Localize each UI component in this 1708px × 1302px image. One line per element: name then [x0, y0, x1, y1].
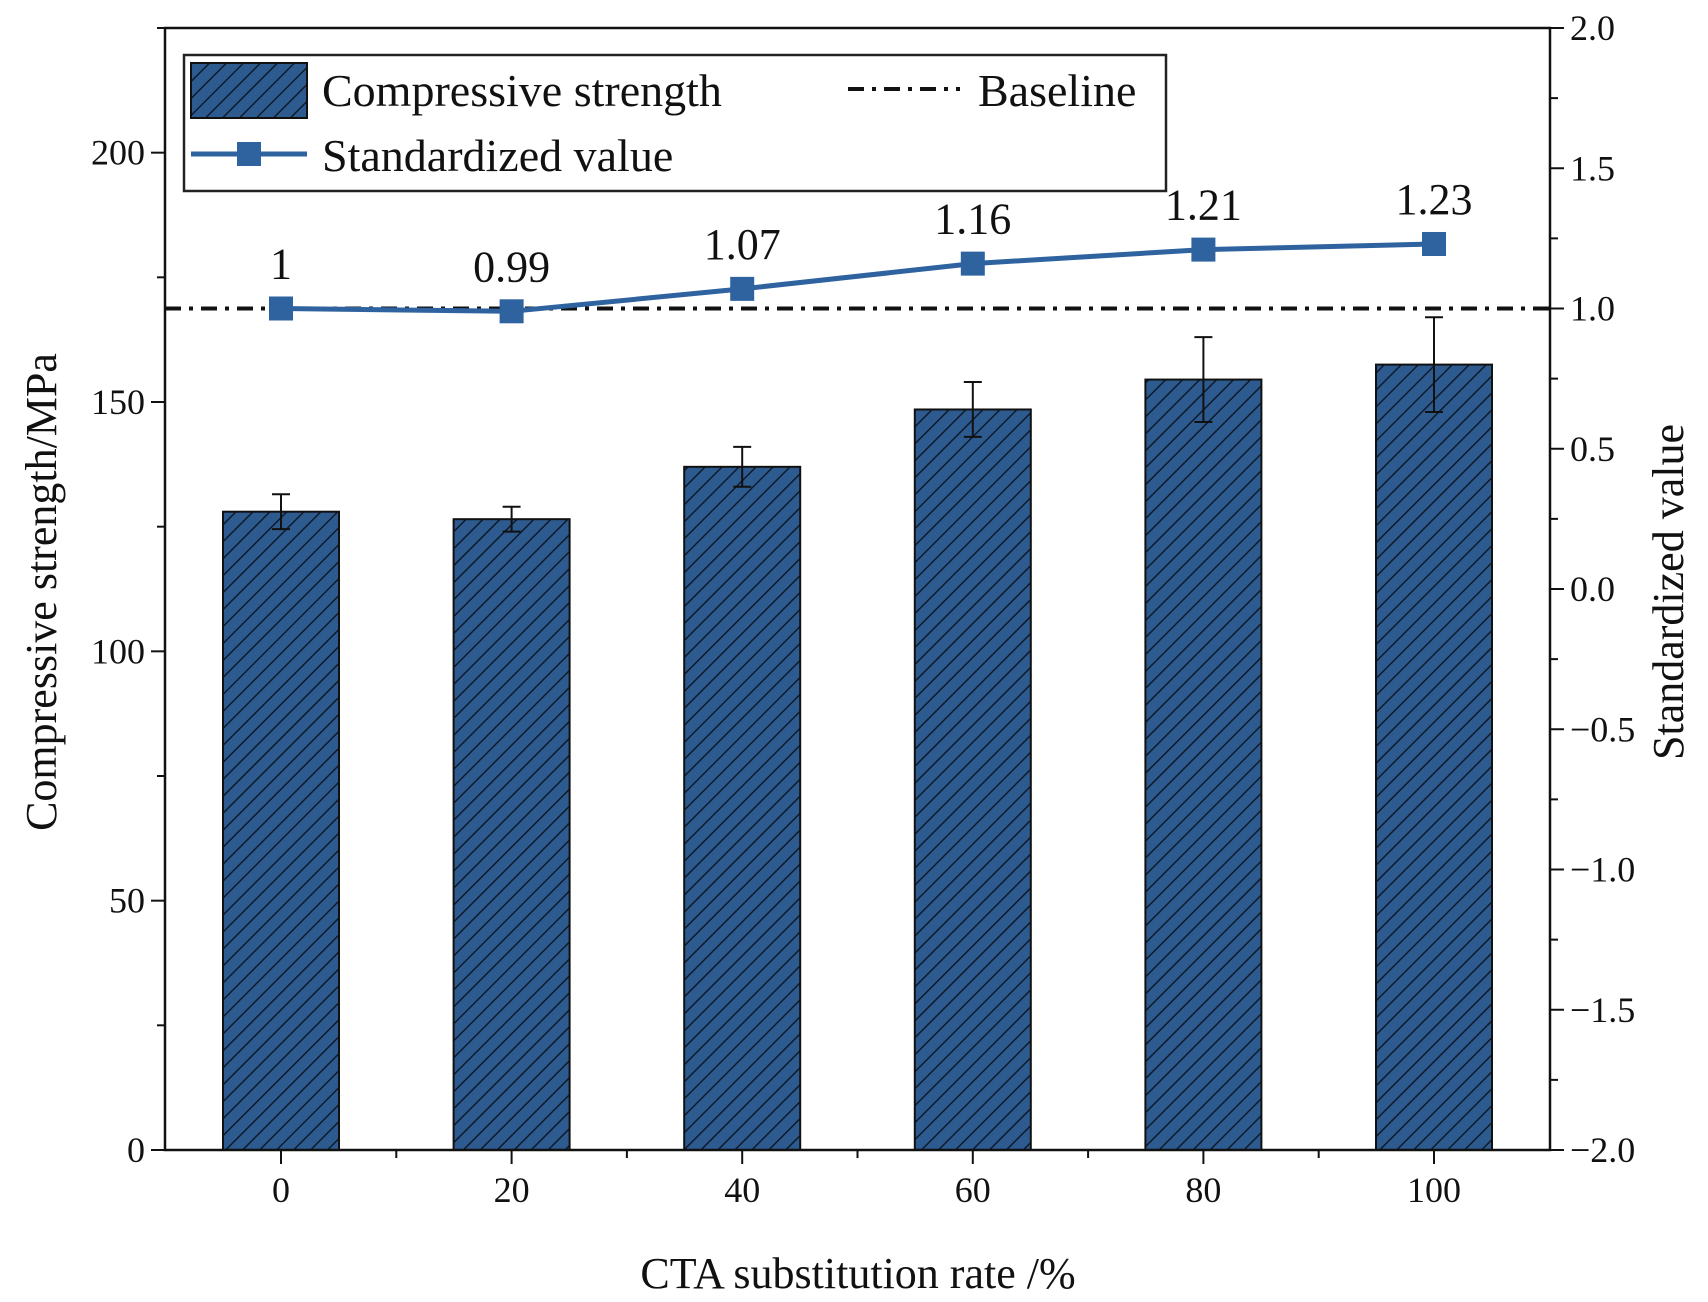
standardized-marker-20: [499, 299, 524, 324]
error-bar-60: [963, 381, 982, 438]
error-bar-40: [733, 445, 752, 488]
bar-20: [452, 518, 571, 1151]
x-tick-label-60: 60: [955, 1170, 991, 1210]
y-right-tick-label-3: −0.5: [1570, 709, 1635, 749]
bar-80: [1144, 378, 1263, 1151]
y-right-tick-label-8: 2.0: [1570, 8, 1615, 48]
axes-layer: 050100150200−2.0−1.5−1.0−0.50.00.51.01.5…: [91, 8, 1635, 1210]
standardized-label-40: 1.07: [704, 220, 781, 269]
y-left-tick-label-150: 150: [91, 382, 145, 422]
bar-0: [222, 510, 340, 1151]
y-axis-left-title: Compressive strength/MPa: [17, 353, 66, 831]
standardized-marker-80: [1191, 237, 1216, 262]
standardized-label-100: 1.23: [1396, 175, 1473, 224]
y-right-tick-label-4: 0.0: [1570, 569, 1615, 609]
standardized-line-layer: 1 0.99 1.07 1.16 1.21 1.23: [269, 175, 1473, 324]
legend-label-baseline: Baseline: [978, 65, 1136, 116]
bar-40: [683, 465, 802, 1151]
y-right-tick-label-1: −1.5: [1570, 990, 1635, 1030]
x-tick-label-0: 0: [272, 1170, 290, 1210]
y-right-tick-label-7: 1.5: [1570, 148, 1615, 188]
standardized-label-60: 1.16: [934, 195, 1011, 244]
error-bar-20: [502, 505, 521, 533]
bar-60: [913, 408, 1032, 1152]
legend-frame: [182, 53, 1168, 193]
x-tick-label-20: 20: [494, 1170, 530, 1210]
standardized-marker-100: [1422, 231, 1446, 256]
x-tick-label-80: 80: [1185, 1170, 1221, 1210]
standardized-label-0: 1: [270, 240, 292, 289]
standardized-marker-0: [269, 296, 293, 321]
y-left-tick-label-0: 0: [127, 1130, 145, 1170]
legend-swatch-compressive-strength: [190, 62, 308, 119]
plot-frame: [163, 26, 1552, 1152]
y-left-tick-label-50: 50: [109, 881, 145, 921]
y-axis-right-title: Standardized value: [1644, 424, 1693, 760]
y-right-tick-label-5: 0.5: [1570, 429, 1615, 469]
legend-swatch-standardized-marker: [237, 142, 261, 166]
bars-layer: [222, 363, 1493, 1152]
y-left-tick-label-100: 100: [91, 631, 145, 671]
legend-label-compressive-strength: Compressive strength: [322, 65, 722, 116]
legend: Compressive strength Baseline Standardiz…: [182, 53, 1168, 193]
y-right-tick-label-0: −2.0: [1570, 1130, 1635, 1170]
error-bar-0: [272, 493, 290, 531]
y-left-tick-label-200: 200: [91, 133, 145, 173]
error-bar-80: [1194, 336, 1213, 423]
x-tick-label-100: 100: [1407, 1170, 1461, 1210]
standardized-marker-60: [960, 251, 985, 276]
standardized-label-80: 1.21: [1165, 181, 1242, 230]
standardized-marker-40: [730, 276, 755, 301]
standardized-value-line: [280, 241, 1435, 314]
error-bar-100: [1425, 316, 1443, 413]
standardized-label-20: 0.99: [473, 242, 550, 291]
error-bars-layer: [272, 316, 1443, 533]
x-tick-label-40: 40: [724, 1170, 760, 1210]
bar-100: [1375, 363, 1493, 1152]
x-axis-title: CTA substitution rate /%: [640, 1249, 1075, 1298]
legend-label-standardized-value: Standardized value: [322, 130, 673, 181]
y-right-tick-label-2: −1.0: [1570, 850, 1635, 890]
y-right-tick-label-6: 1.0: [1570, 289, 1615, 329]
